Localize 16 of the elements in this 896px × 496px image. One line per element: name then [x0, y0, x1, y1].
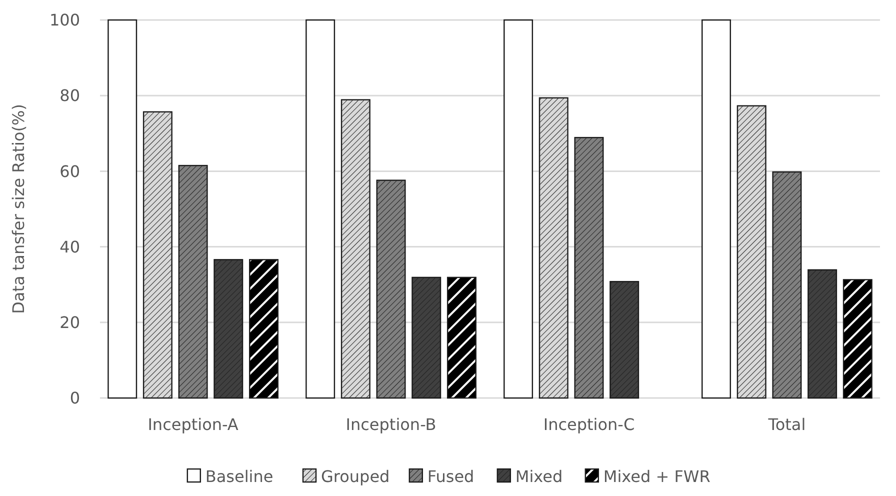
- y-tick-label: 20: [60, 313, 80, 332]
- legend-label: Mixed + FWR: [603, 467, 710, 486]
- x-tick-label: Inception-A: [148, 415, 238, 434]
- y-tick-label: 40: [60, 237, 80, 256]
- y-tick-label: 100: [49, 10, 80, 30]
- y-tick-label: 60: [60, 162, 80, 181]
- x-tick-label: Inception-B: [346, 415, 436, 434]
- legend-label: Mixed: [515, 467, 563, 486]
- legend-label: Fused: [427, 467, 474, 486]
- x-tick-label: Inception-C: [543, 415, 635, 434]
- y-tick-label: 80: [60, 86, 80, 106]
- x-tick-label: Total: [767, 415, 806, 434]
- legend-label: Baseline: [205, 467, 274, 486]
- legend-label: Grouped: [321, 467, 390, 486]
- y-tick-label: 0: [70, 388, 80, 408]
- y-axis-title: Data tansfer size Ratio(%): [9, 104, 28, 314]
